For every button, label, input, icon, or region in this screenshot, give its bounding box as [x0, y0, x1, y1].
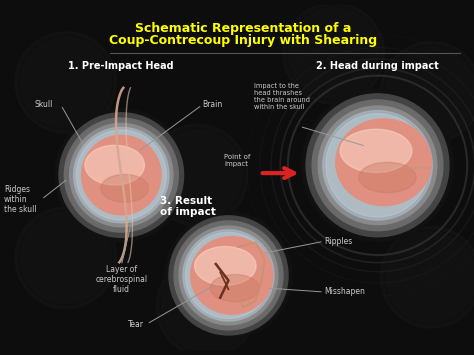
Ellipse shape [194, 246, 256, 285]
Circle shape [283, 2, 384, 104]
Text: Impact to the
head thrashes
the brain around
within the skull: Impact to the head thrashes the brain ar… [254, 82, 310, 109]
Text: Layer of
cerebrospinal
fluid: Layer of cerebrospinal fluid [95, 265, 147, 295]
Ellipse shape [306, 94, 449, 237]
Ellipse shape [179, 226, 278, 325]
Text: Ripples: Ripples [324, 237, 352, 246]
Ellipse shape [59, 113, 183, 237]
Ellipse shape [169, 216, 288, 335]
Text: Schematic Representation of a: Schematic Representation of a [135, 22, 351, 35]
Ellipse shape [174, 221, 283, 330]
Circle shape [156, 256, 258, 355]
Ellipse shape [326, 114, 429, 217]
Ellipse shape [191, 237, 273, 314]
Ellipse shape [55, 109, 188, 241]
Circle shape [15, 207, 117, 308]
Text: 3. Result
of impact: 3. Result of impact [160, 196, 216, 217]
Circle shape [15, 32, 117, 133]
Ellipse shape [312, 100, 443, 231]
Ellipse shape [185, 233, 272, 318]
Ellipse shape [336, 119, 431, 206]
Ellipse shape [76, 130, 166, 220]
Circle shape [381, 42, 474, 143]
Ellipse shape [301, 89, 454, 241]
Text: Point of
impact: Point of impact [224, 154, 250, 167]
Ellipse shape [85, 145, 145, 185]
Text: 2. Head during impact: 2. Head during impact [316, 61, 439, 71]
Text: Coup-Contrecoup Injury with Shearing: Coup-Contrecoup Injury with Shearing [109, 34, 377, 47]
Ellipse shape [101, 174, 148, 202]
Ellipse shape [318, 106, 437, 225]
Text: Misshapen: Misshapen [324, 288, 365, 296]
Text: Ridges
within
the skull: Ridges within the skull [4, 185, 36, 214]
Ellipse shape [210, 274, 259, 302]
Ellipse shape [64, 118, 178, 232]
Circle shape [341, 124, 443, 226]
Text: Skull: Skull [35, 100, 53, 109]
Ellipse shape [340, 129, 412, 173]
Ellipse shape [183, 230, 274, 321]
Ellipse shape [73, 127, 169, 223]
Text: Tear: Tear [128, 320, 144, 329]
Text: Brain: Brain [202, 100, 222, 109]
Circle shape [381, 227, 474, 328]
Ellipse shape [359, 162, 416, 193]
Circle shape [146, 124, 248, 226]
Ellipse shape [165, 212, 292, 339]
Ellipse shape [323, 111, 432, 220]
Text: 1. Pre-Impact Head: 1. Pre-Impact Head [69, 61, 174, 71]
Ellipse shape [82, 135, 161, 215]
Ellipse shape [70, 124, 173, 227]
